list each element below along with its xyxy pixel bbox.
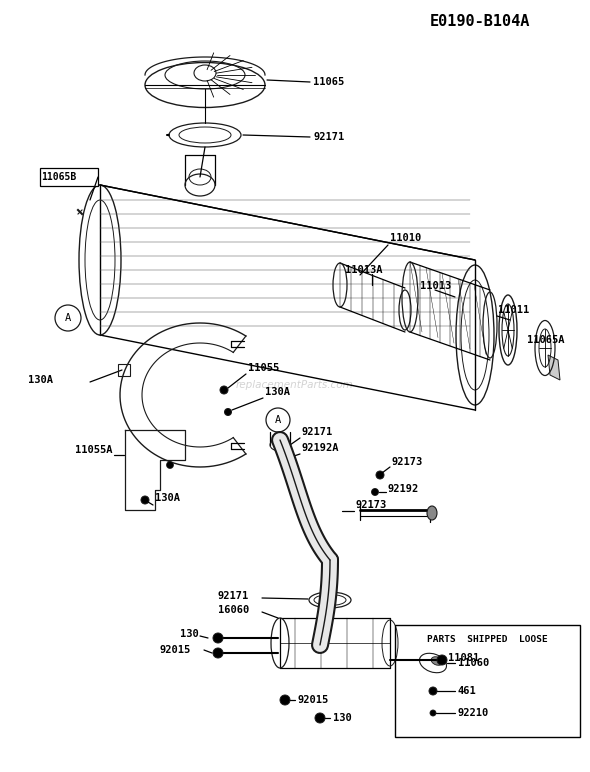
Ellipse shape — [429, 687, 437, 695]
Polygon shape — [548, 355, 560, 380]
Text: 92015: 92015 — [160, 645, 191, 655]
Text: 92171: 92171 — [313, 132, 344, 142]
Ellipse shape — [225, 408, 231, 415]
Ellipse shape — [427, 506, 437, 520]
Ellipse shape — [376, 471, 384, 479]
Text: 461: 461 — [458, 686, 477, 696]
Text: 130A: 130A — [28, 375, 53, 385]
Text: 11011: 11011 — [498, 305, 529, 315]
Text: 11013: 11013 — [420, 281, 451, 291]
Text: replacementParts.com: replacementParts.com — [236, 380, 354, 390]
Ellipse shape — [141, 496, 149, 504]
Bar — [118, 364, 130, 376]
Ellipse shape — [220, 386, 228, 394]
Ellipse shape — [315, 713, 325, 723]
Text: 92192A: 92192A — [302, 443, 339, 453]
Text: 11065: 11065 — [313, 77, 344, 87]
Text: 92171: 92171 — [302, 427, 333, 437]
Text: 92015: 92015 — [298, 695, 329, 705]
Text: 11055A: 11055A — [75, 445, 113, 455]
Text: A: A — [275, 415, 281, 425]
Text: 130A: 130A — [265, 387, 290, 397]
Bar — [40, 168, 98, 186]
Text: 11013A: 11013A — [345, 265, 382, 275]
Text: A: A — [65, 313, 71, 323]
Ellipse shape — [431, 657, 443, 665]
Text: 92192: 92192 — [388, 484, 419, 494]
Text: 11055: 11055 — [248, 363, 279, 373]
Text: 11065B: 11065B — [41, 172, 76, 182]
Bar — [395, 625, 580, 737]
Text: 11060: 11060 — [458, 658, 489, 668]
Ellipse shape — [372, 489, 379, 496]
Ellipse shape — [166, 462, 173, 469]
Ellipse shape — [213, 648, 223, 658]
Text: 130: 130 — [333, 713, 352, 723]
Text: 11081: 11081 — [448, 653, 479, 663]
Text: PARTS  SHIPPED  LOOSE: PARTS SHIPPED LOOSE — [427, 635, 548, 644]
Ellipse shape — [430, 710, 436, 716]
Text: 92173: 92173 — [356, 500, 387, 510]
Text: 11065A: 11065A — [527, 335, 565, 345]
Ellipse shape — [213, 633, 223, 643]
Text: 130: 130 — [180, 629, 199, 639]
Ellipse shape — [280, 695, 290, 705]
Text: 92171: 92171 — [218, 591, 249, 601]
Text: 16060: 16060 — [218, 605, 249, 615]
Text: 130A: 130A — [155, 493, 180, 503]
Text: 11010: 11010 — [390, 233, 421, 243]
Text: 92173: 92173 — [392, 457, 423, 467]
Text: 92210: 92210 — [458, 708, 489, 718]
Ellipse shape — [437, 655, 447, 665]
Text: E0190-B104A: E0190-B104A — [430, 15, 530, 29]
